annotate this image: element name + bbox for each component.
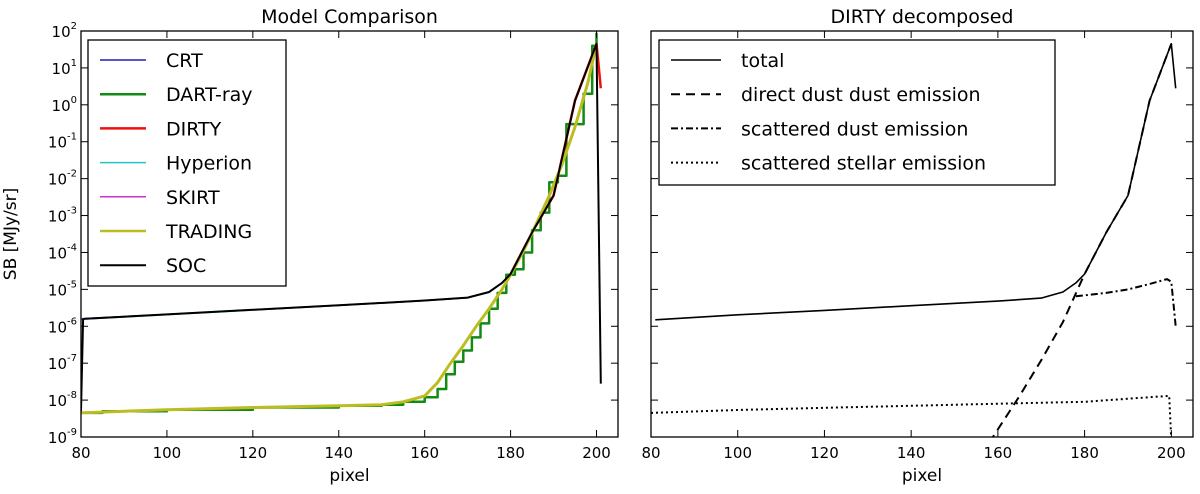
legend-label: CRT: [166, 50, 203, 72]
x-tick-label: 100: [153, 444, 182, 462]
series-line-direct-dust-dust-emission: [991, 43, 1173, 437]
y-tick-label: 10-1: [48, 132, 77, 152]
x-tick-label: 160: [410, 444, 439, 462]
y-tick-label: 100: [52, 95, 77, 115]
series-group: [81, 32, 603, 415]
x-tick-label: 160: [984, 444, 1013, 462]
subplot-2: 80 100 120 140 160 180 200 DIRTY decomposed pixe…: [641, 6, 1194, 486]
y-tick-label: 10-6: [48, 316, 77, 336]
x-tick-label: 80: [71, 444, 90, 462]
legend-label: scattered stellar emission: [741, 153, 986, 175]
x-axis-label: pixel: [329, 466, 369, 486]
x-tick-label: 140: [897, 444, 926, 462]
legend: CRT DART-ray DIRTY Hyperion SKIRT TRADING SOC: [87, 39, 287, 287]
legend-box: [658, 39, 1056, 186]
y-tick-label: 10-4: [48, 242, 77, 262]
y-tick-label: 10-2: [48, 169, 77, 189]
legend-label: scattered dust emission: [741, 118, 968, 140]
y-tick-label: 10-8: [48, 390, 77, 410]
series-line-scattered-dust-emission: [1075, 278, 1177, 327]
series-line-hyperion: [81, 282, 503, 320]
chart-title: DIRTY decomposed: [831, 6, 1014, 28]
y-tick-label: 10-5: [48, 279, 77, 299]
x-tick-label: 80: [641, 444, 660, 462]
legend-label: DIRTY: [166, 118, 222, 140]
x-tick-label: 200: [1157, 444, 1186, 462]
x-tick-label: 120: [239, 444, 268, 462]
chart-title: Model Comparison: [261, 6, 438, 28]
y-tick-label: 10-9: [48, 427, 77, 447]
legend-label: direct dust dust emission: [741, 84, 981, 106]
y-tick-label: 10-3: [48, 206, 77, 226]
x-tick-label: 120: [810, 444, 839, 462]
x-axis-label: pixel: [902, 466, 942, 486]
legend-label: SKIRT: [166, 187, 220, 209]
axes-frame: [650, 30, 1194, 438]
x-tick-label: 140: [324, 444, 353, 462]
series-group: [651, 43, 1177, 437]
legend-label: TRADING: [165, 221, 252, 243]
legend-label: total: [741, 50, 784, 72]
legend: total direct dust dust emission scattered …: [658, 39, 1056, 186]
x-tick-label: 100: [723, 444, 752, 462]
x-tick-label: 180: [1070, 444, 1099, 462]
subplot-1: 80 100 120 140 160 180 200 102 101 100 10-1 10-2 10-…: [1, 6, 619, 486]
x-tick-label: 180: [496, 444, 525, 462]
series-line-soc: [81, 42, 602, 412]
legend-label: DART-ray: [166, 84, 253, 106]
axes-frame: [80, 30, 619, 438]
series-line-dirty: [509, 42, 603, 275]
y-tick-label: 10-7: [48, 353, 77, 373]
y-axis-label: SB [MJy/sr]: [1, 188, 21, 280]
legend-label: SOC: [166, 255, 206, 277]
y-tick-label: 101: [52, 58, 77, 78]
y-tick-label: 102: [52, 21, 77, 41]
x-tick-label: 200: [582, 444, 611, 462]
legend-label: Hyperion: [166, 153, 252, 175]
series-line-scattered-stellar-emission: [651, 394, 1173, 437]
